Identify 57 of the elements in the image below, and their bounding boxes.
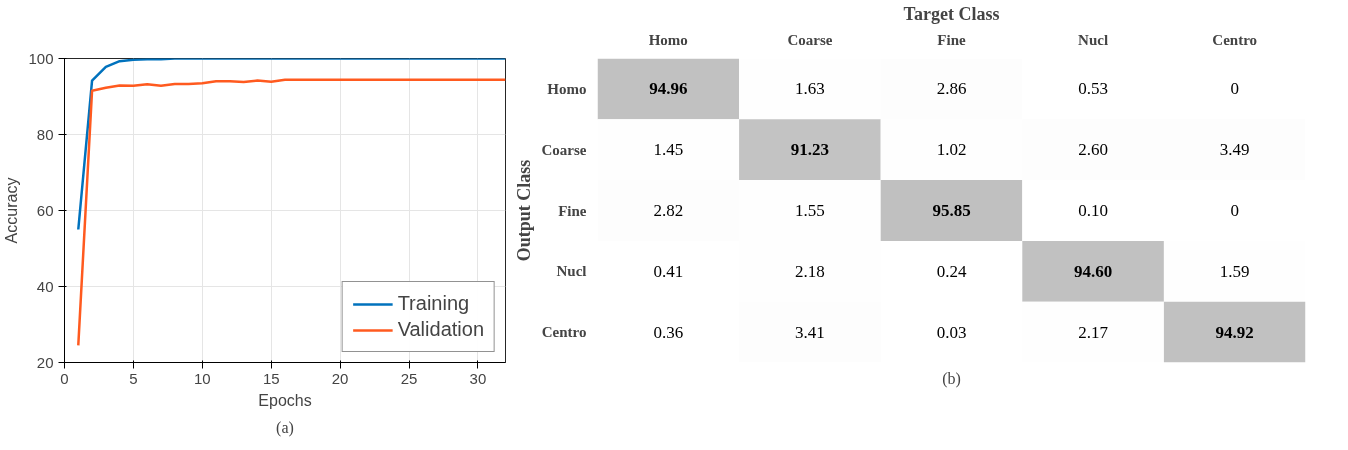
- text: (a): [276, 418, 294, 437]
- data-label: 91.23: [790, 140, 830, 160]
- data-label: 2.86: [936, 79, 967, 99]
- line-series: [77, 58, 506, 231]
- text: (b): [942, 369, 961, 388]
- data-label: 0.10: [1078, 201, 1108, 220]
- data-label: 0.41: [653, 261, 684, 281]
- x-tick-label: Fine: [937, 31, 967, 48]
- x-tick-label: 5: [129, 369, 138, 387]
- y-tick-label: 60: [36, 201, 54, 219]
- x-tick-label: Nucl: [1078, 31, 1109, 48]
- data-label: 3.49: [1219, 140, 1250, 160]
- data-label: 2.17: [1078, 322, 1109, 342]
- x-tick-label: 10: [193, 369, 211, 387]
- y-tick-label: Fine: [558, 202, 587, 219]
- x-tick-label: 25: [400, 369, 418, 387]
- data-label: 0.36: [653, 322, 684, 342]
- y-tick-label: 40: [36, 277, 54, 295]
- y-tick-label: 80: [36, 125, 54, 143]
- x-tick-label: Coarse: [787, 31, 833, 48]
- x-axis-title: Epochs: [258, 391, 312, 409]
- data-label: 0: [1230, 201, 1239, 220]
- x-tick-label: 20: [331, 369, 349, 387]
- data-label: 0.03: [936, 322, 967, 342]
- data-label: 95.85: [932, 201, 971, 220]
- x-axis-title: Target Class: [903, 3, 1000, 24]
- y-tick-label: Centro: [541, 324, 587, 341]
- data-label: 1.55: [795, 201, 825, 220]
- x-tick-label: 0: [60, 369, 69, 387]
- y-axis-title: Accuracy: [3, 177, 21, 244]
- y-tick-label: Nucl: [556, 263, 587, 280]
- y-tick-label: Coarse: [541, 141, 587, 158]
- data-label: 94.96: [649, 79, 688, 99]
- data-label: 0.24: [936, 261, 967, 281]
- data-label: 3.41: [795, 322, 825, 342]
- x-tick-label: 15: [262, 369, 280, 387]
- data-label: 2.18: [795, 261, 825, 281]
- data-label: 94.60: [1073, 261, 1113, 281]
- x-tick-label: Homo: [648, 31, 688, 48]
- legend-label: Validation: [397, 318, 484, 341]
- legend-label: Training: [397, 292, 470, 315]
- data-label: 1.59: [1219, 261, 1250, 281]
- data-label: 2.60: [1078, 140, 1108, 160]
- data-label: 94.92: [1215, 322, 1254, 342]
- data-label: 0.53: [1078, 79, 1108, 99]
- data-label: 2.82: [653, 201, 684, 220]
- y-tick-label: 20: [36, 353, 54, 371]
- x-tick-label: Centro: [1212, 31, 1258, 48]
- x-tick-label: 30: [469, 369, 487, 387]
- y-tick-label: Homo: [547, 80, 587, 97]
- data-label: 0: [1230, 79, 1239, 99]
- data-label: 1.02: [936, 140, 967, 160]
- data-label: 1.63: [795, 79, 825, 99]
- y-axis-title: Output Class: [513, 159, 534, 262]
- line-series: [77, 78, 506, 347]
- y-tick-label: 100: [28, 49, 54, 67]
- data-label: 1.45: [653, 140, 684, 160]
